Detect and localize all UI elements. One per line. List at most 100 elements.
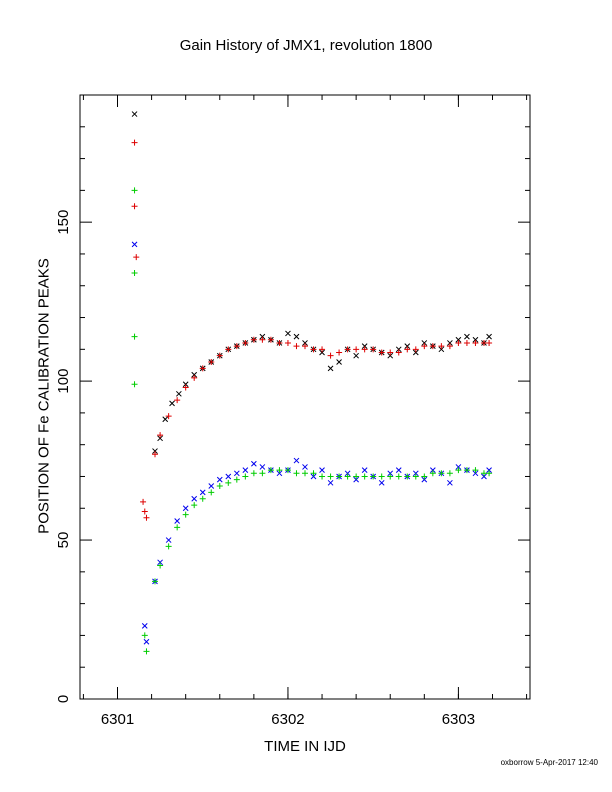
data-point: [208, 483, 215, 489]
data-point: [225, 473, 232, 480]
data-point: [131, 203, 138, 210]
data-point: [284, 467, 291, 474]
data-point: [395, 349, 402, 356]
y-tick-label: 150: [55, 210, 72, 235]
footer-stamp: oxborrow 5-Apr-2017 12:40: [500, 758, 598, 767]
data-point: [421, 343, 428, 350]
data-point: [387, 349, 394, 356]
data-point: [259, 333, 266, 340]
data-point: [472, 339, 479, 346]
data-point: [191, 495, 198, 502]
data-point: [395, 346, 402, 353]
data-point: [141, 508, 148, 515]
data-point: [378, 473, 385, 480]
data-point: [412, 473, 419, 480]
data-point: [480, 339, 487, 346]
data-point: [302, 464, 308, 470]
data-point: [157, 432, 164, 439]
data-point: [336, 473, 343, 480]
data-point: [480, 470, 487, 477]
data-point: [404, 473, 411, 480]
data-point: [447, 479, 453, 486]
data-point: [370, 346, 377, 353]
data-point: [182, 511, 189, 518]
data-point: [174, 518, 181, 524]
data-point: [131, 381, 138, 388]
data-point: [446, 470, 453, 477]
data-point: [327, 473, 334, 480]
data-point: [486, 470, 493, 477]
data-point: [395, 467, 402, 473]
data-point: [361, 346, 368, 353]
data-point: [387, 352, 394, 359]
data-point: [310, 470, 317, 477]
axes: 6301 6302 6303 0 50 100 150: [55, 95, 530, 728]
data-point: [131, 139, 138, 146]
data-point: [370, 473, 377, 480]
data-point: [174, 397, 181, 404]
data-point: [447, 340, 453, 346]
data-point: [259, 470, 266, 477]
data-point: [421, 476, 428, 483]
data-point: [404, 346, 411, 353]
data-point: [336, 349, 343, 356]
data-point: [267, 467, 274, 474]
plot-frame: [79, 94, 531, 700]
data-point: [438, 470, 445, 477]
data-point: [131, 187, 138, 194]
data-point: [378, 479, 385, 486]
data-point: [267, 336, 274, 343]
data-point: [446, 343, 453, 350]
data-point: [169, 400, 175, 407]
data-point: [293, 333, 300, 340]
data-point: [327, 365, 334, 372]
data-point: [472, 470, 479, 477]
data-point: [361, 343, 368, 349]
data-point: [191, 371, 198, 378]
data-point: [319, 467, 325, 473]
data-point: [284, 339, 291, 346]
data-point: [319, 346, 326, 353]
data-point: [216, 476, 223, 483]
series-1: [131, 139, 493, 521]
data-point: [152, 451, 158, 458]
data-point: [250, 470, 257, 477]
data-point: [486, 333, 492, 340]
data-point: [353, 352, 359, 359]
data-point: [378, 349, 385, 356]
data-point: [353, 473, 360, 480]
data-point: [361, 467, 368, 473]
data-point: [131, 111, 138, 117]
data-point: [353, 346, 360, 353]
data-point: [133, 254, 140, 261]
data-point: [182, 381, 189, 388]
data-point: [143, 638, 150, 645]
data-point: [336, 359, 342, 365]
data-point: [157, 559, 163, 566]
data-point: [233, 476, 240, 483]
data-point: [455, 339, 462, 346]
series-0: [131, 111, 492, 454]
data-point: [165, 413, 172, 420]
data-point: [285, 330, 291, 337]
data-point: [421, 340, 428, 346]
y-tick-label: 0: [55, 695, 72, 703]
data-point: [259, 464, 266, 470]
data-point: [131, 333, 138, 340]
data-point: [141, 623, 148, 629]
data-point: [302, 340, 308, 346]
data-point: [387, 473, 394, 480]
data-point: [463, 467, 470, 474]
data-point: [233, 470, 240, 477]
data-point: [216, 483, 223, 490]
data-point: [191, 502, 198, 509]
data-point: [327, 479, 334, 486]
y-tick-label: 50: [55, 532, 72, 549]
data-point: [319, 349, 325, 356]
data-point: [157, 435, 163, 442]
data-point: [455, 336, 462, 343]
data-point: [131, 241, 138, 248]
data-point: [199, 365, 206, 372]
data-point: [293, 343, 300, 350]
data-point: [165, 543, 172, 550]
